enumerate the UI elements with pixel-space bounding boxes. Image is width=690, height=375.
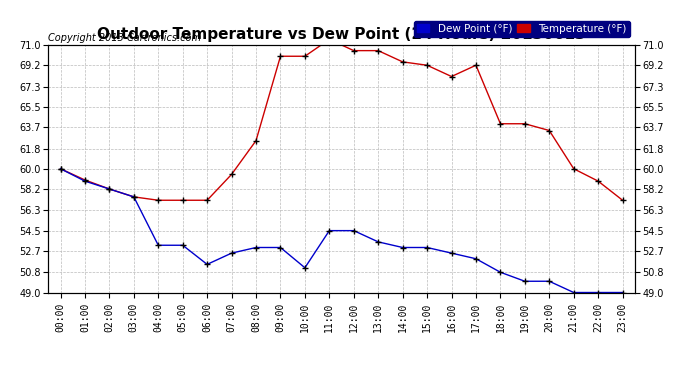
Legend: Dew Point (°F), Temperature (°F): Dew Point (°F), Temperature (°F)	[413, 21, 629, 37]
Text: Copyright 2013 Cartronics.com: Copyright 2013 Cartronics.com	[48, 33, 201, 42]
Title: Outdoor Temperature vs Dew Point (24 Hours) 20130613: Outdoor Temperature vs Dew Point (24 Hou…	[97, 27, 586, 42]
